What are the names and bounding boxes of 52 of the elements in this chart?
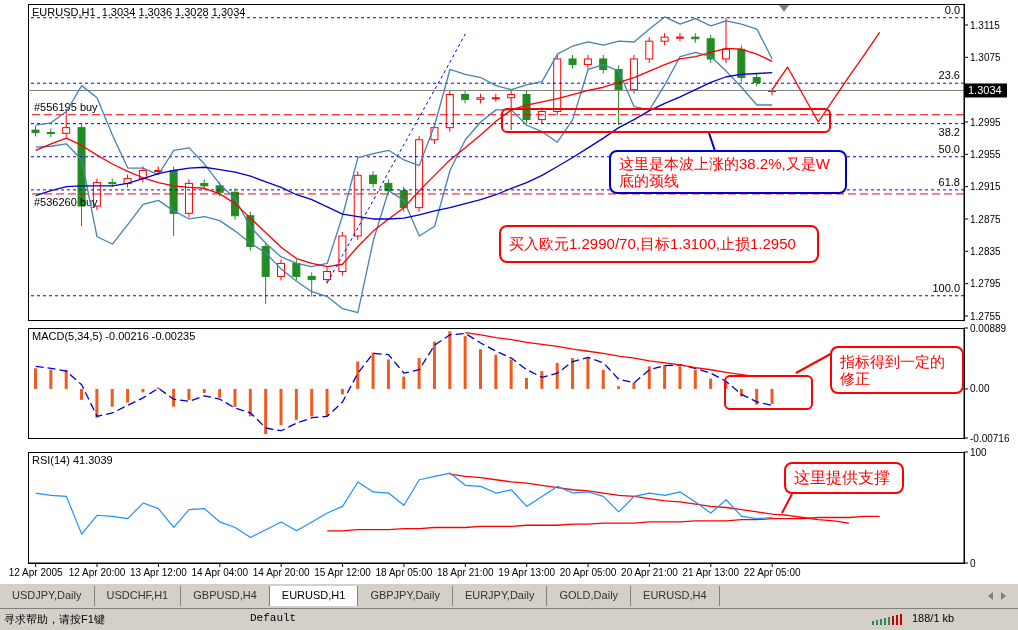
y-tick-label: 0.00889 [970,322,1007,334]
text: USDJPY,Daily [0,586,95,606]
text: EURUSD,H4 [631,586,720,606]
x-tick-label: 22 Apr 05:00 [743,567,801,579]
annotation: 这里是本波上涨的38.2%,又是W底的颈线 [609,150,847,194]
x-tick-label: 12 Apr 2005 [8,567,64,579]
annotation: 61.8 [938,175,960,188]
x-tick-label: 13 Apr 12:00 [130,567,188,579]
text: USDCHF,H1 [94,586,182,606]
y-tick-label: 1.2875 [970,213,1002,225]
x-tick-label: 21 Apr 13:00 [682,567,740,579]
y-tick-label: 1.2835 [970,245,1002,257]
x-tick-label: 18 Apr 05:00 [375,567,433,579]
y-tick-label: 1.3075 [970,51,1002,63]
y-tick-label: 1.3115 [970,19,1001,31]
annotation: 100.0 [932,281,960,294]
text: GOLD,Daily [547,586,632,606]
annotation: 这里提供支撑 [784,462,904,494]
annotation: 指标得到一定的修正 [830,346,964,394]
y-tick-label: -0.00716 [970,432,1010,444]
x-tick-label: 14 Apr 04:00 [191,567,249,579]
chart-title: MACD(5,34,5) -0.00216 -0.00235 [32,330,196,342]
y-tick-label: 1.2755 [970,310,1002,322]
annotation: 38.2 [938,125,960,138]
text: EURJPY,Daily [452,586,548,606]
y-tick-label: 1.2995 [970,116,1002,128]
chart-title: EURUSD,H1 1.3034 1.3036 1.3028 1.3034 [32,6,246,18]
text: GBPJPY,Daily [358,586,453,606]
text: 188/1 kb [912,612,955,624]
ref-line-label: 1.3034 [968,84,1002,97]
x-tick-label: 19 Apr 13:00 [498,567,556,579]
y-tick-label: 1.2795 [970,278,1002,290]
x-tick-label: 20 Apr 05:00 [559,567,617,579]
text: EURUSD,H1 [269,586,359,606]
y-tick-label: 0.00 [970,383,990,395]
annotation: 买入欧元1.2990/70,目标1.3100,止损1.2950 [499,225,819,263]
y-tick-label: 1.2915 [970,181,1002,193]
y-tick-label: 1.2955 [970,148,1002,160]
text: Default [250,612,297,624]
annotation: 0.0 [944,3,960,16]
text: 寻求帮助，请按F1键 [4,612,105,627]
x-tick-label: 12 Apr 20:00 [68,567,126,579]
text: GBPUSD,H4 [181,586,270,606]
annotation: 23.6 [938,69,960,82]
y-tick-label: 0 [970,557,976,569]
x-tick-label: 20 Apr 21:00 [621,567,679,579]
x-tick-label: 14 Apr 20:00 [252,567,310,579]
chart-title: RSI(14) 41.3039 [32,454,113,466]
y-tick-label: 100 [970,446,988,458]
annotation: 50.0 [938,142,960,155]
x-tick-label: 15 Apr 12:00 [314,567,372,579]
x-tick-label: 18 Apr 21:00 [436,567,495,579]
